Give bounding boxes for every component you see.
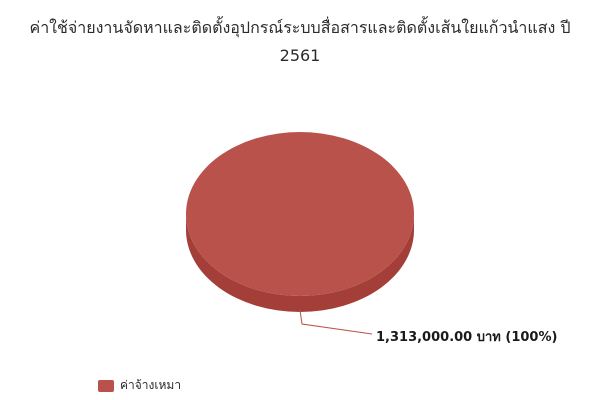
chart-title-line-2: 2561 <box>279 46 321 65</box>
legend-label[interactable]: ค่าจ้างเหมา <box>120 378 182 392</box>
chart-title: ค่าใช้จ่ายงานจัดหาและติดตั้งอุปกรณ์ระบบส… <box>0 14 600 70</box>
chart-title-line-1: ค่าใช้จ่ายงานจัดหาและติดตั้งอุปกรณ์ระบบส… <box>29 18 571 37</box>
pie-slice[interactable] <box>186 132 414 296</box>
data-label: 1,313,000.00 บาท (100%) <box>376 330 558 345</box>
legend: ค่าจ้างเหมา <box>98 376 181 395</box>
legend-swatch <box>98 379 114 392</box>
pie-slice-side <box>186 214 414 312</box>
data-label-leader-line <box>299 309 373 335</box>
